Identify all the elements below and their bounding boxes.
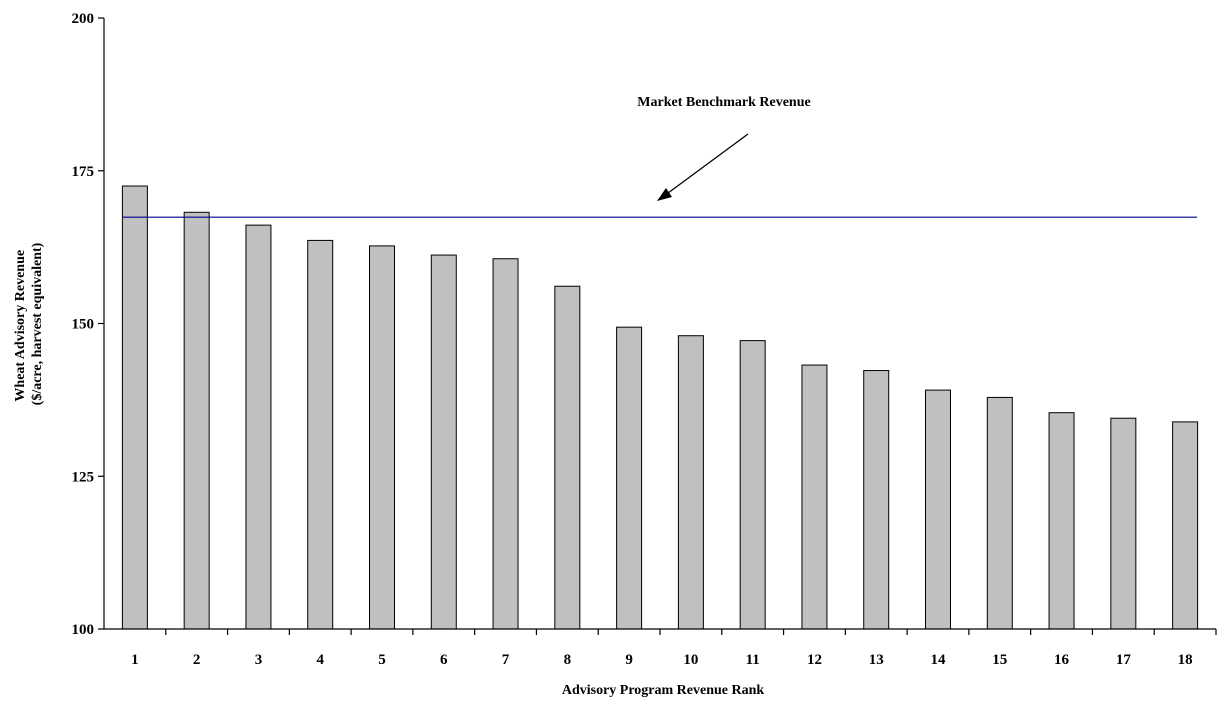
x-axis-title: Advisory Program Revenue Rank xyxy=(562,683,765,698)
bar-6 xyxy=(430,254,457,630)
y-tick-label-200: 200 xyxy=(72,11,95,27)
x-tick-label-15: 15 xyxy=(992,652,1007,668)
x-tick-label-8: 8 xyxy=(564,652,572,668)
x-tick-label-11: 11 xyxy=(746,652,760,668)
x-tick-label-12: 12 xyxy=(807,652,822,668)
bar-9 xyxy=(616,326,643,630)
y-axis-title: Wheat Advisory Revenue ($/acre, harvest … xyxy=(13,242,45,405)
bar-7 xyxy=(492,258,519,630)
x-axis-ticks: 1 2 3 4 5 6 7 8 9 10 11 12 13 14 15 16 17 18 xyxy=(131,629,1217,668)
y-tick-label-100: 100 xyxy=(72,622,95,638)
x-tick-label-4: 4 xyxy=(316,652,324,668)
benchmark-label: Market Benchmark Revenue xyxy=(637,95,810,110)
x-tick-label-9: 9 xyxy=(625,652,633,668)
x-tick-label-10: 10 xyxy=(683,652,698,668)
y-tick-label-150: 150 xyxy=(72,317,95,333)
bar-2 xyxy=(183,211,210,630)
bar-3 xyxy=(245,224,272,630)
bar-15 xyxy=(986,396,1013,630)
y-axis-title-line-1: Wheat Advisory Revenue xyxy=(13,250,28,402)
y-axis-title-line-2: ($/acre, harvest equivalent) xyxy=(30,242,45,405)
x-tick-label-1: 1 xyxy=(131,652,139,668)
bar-5 xyxy=(369,245,395,630)
bar-10 xyxy=(677,335,704,630)
bar-4 xyxy=(307,239,334,630)
bars-group xyxy=(121,185,1199,630)
bar-16 xyxy=(1048,412,1075,630)
y-axis-ticks: 100 125 150 175 200 xyxy=(72,11,104,638)
x-tick-label-3: 3 xyxy=(255,652,263,668)
x-tick-label-16: 16 xyxy=(1054,652,1070,668)
bar-14 xyxy=(925,389,951,630)
x-tick-label-2: 2 xyxy=(193,652,201,668)
x-tick-label-6: 6 xyxy=(440,652,448,668)
x-tick-label-5: 5 xyxy=(378,652,386,668)
bar-11 xyxy=(739,340,766,630)
y-tick-label-175: 175 xyxy=(72,164,95,180)
bar-18 xyxy=(1172,421,1199,630)
bar-13 xyxy=(863,370,890,630)
x-tick-label-13: 13 xyxy=(869,652,884,668)
x-tick-label-18: 18 xyxy=(1178,652,1193,668)
bar-8 xyxy=(554,285,581,630)
bar-17 xyxy=(1110,417,1137,630)
bar-12 xyxy=(801,364,828,630)
bar-1 xyxy=(121,185,148,630)
x-tick-label-7: 7 xyxy=(502,652,510,668)
x-tick-label-14: 14 xyxy=(931,652,947,668)
x-tick-label-17: 17 xyxy=(1116,652,1132,668)
benchmark-arrow xyxy=(657,133,749,201)
y-tick-label-125: 125 xyxy=(72,469,95,485)
